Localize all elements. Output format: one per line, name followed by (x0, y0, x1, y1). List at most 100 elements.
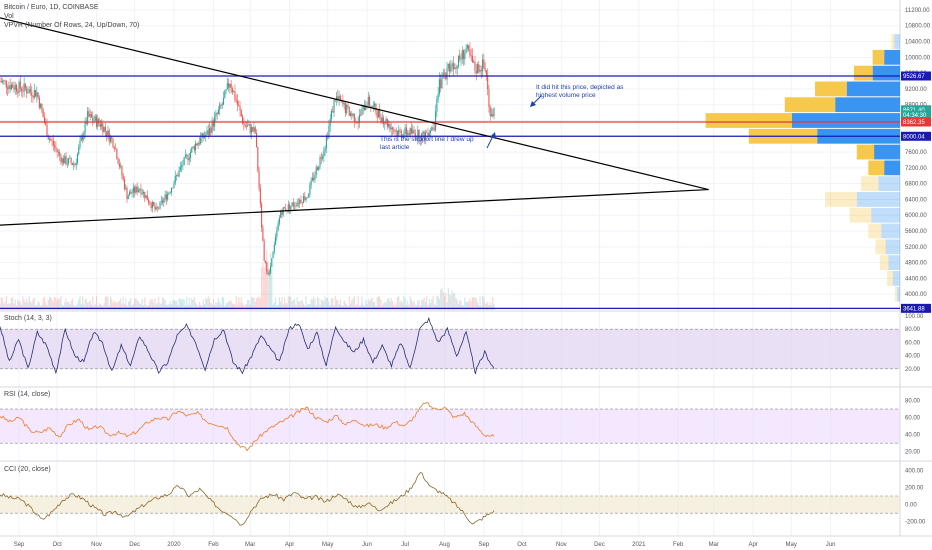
candle-body (409, 128, 411, 135)
candle-body (370, 105, 372, 108)
trendlines[interactable] (0, 17, 709, 226)
price-tick-label: 7200.00 (905, 166, 927, 172)
candle-body (400, 130, 402, 137)
candle-body (10, 84, 12, 90)
candle-body (215, 113, 217, 117)
volume-bar (287, 296, 289, 310)
volume-bar (189, 305, 192, 310)
candle-body (399, 130, 401, 131)
rsi-legend[interactable]: RSI (14, close) (4, 391, 51, 398)
candle-body (165, 194, 167, 200)
candle-body (484, 67, 486, 71)
volume-bar (427, 304, 429, 310)
price-tick-label: 6000.00 (905, 213, 927, 219)
candlesticks (0, 42, 495, 277)
volume-bar (98, 302, 100, 310)
volume-bar (70, 300, 72, 310)
volume-bar (186, 296, 188, 310)
volume-bar (294, 298, 296, 310)
volume-bar (150, 299, 152, 310)
volume-bar (196, 304, 198, 310)
volume-bar (113, 300, 115, 310)
candle-body (314, 175, 316, 180)
candle-body (135, 186, 137, 193)
volume-bar (52, 301, 54, 310)
vp-row-down (825, 192, 857, 207)
volume-bar (336, 299, 338, 310)
volume-bar (379, 296, 381, 310)
candle-body (290, 205, 292, 210)
candle-body (68, 158, 70, 164)
volume-bar (175, 300, 178, 310)
volume-bar (395, 304, 397, 310)
candle-body (160, 200, 162, 202)
candle-body (333, 99, 335, 113)
vp-row-up (894, 34, 900, 49)
candle-body (106, 131, 108, 137)
volume-bar (87, 302, 89, 310)
volume-bar (386, 299, 388, 310)
candle-body (253, 127, 255, 132)
candle-body (349, 113, 352, 116)
indicator-tick-label: 20.00 (905, 367, 921, 373)
candle-body (422, 131, 424, 134)
volume-bar (48, 296, 51, 310)
volume-bar (394, 302, 396, 310)
candle-body (153, 201, 155, 206)
candle-body (172, 188, 174, 189)
candle-body (394, 130, 396, 132)
candle-body (145, 195, 147, 199)
candle-body (88, 111, 90, 117)
candle-body (26, 88, 28, 94)
volume-bar (334, 296, 336, 310)
candle-body (417, 130, 419, 139)
volume-bar (319, 304, 321, 310)
volume-bar (132, 303, 134, 310)
candle-body (163, 198, 165, 203)
candle-body (446, 67, 448, 80)
volume-bar (268, 267, 270, 310)
candle-body (269, 266, 272, 274)
candle-body (93, 120, 95, 122)
volume-bar (324, 296, 326, 310)
stoch-legend[interactable]: Stoch (14, 3, 3) (4, 315, 52, 322)
volume-bar (478, 305, 480, 310)
candle-body (234, 91, 236, 100)
volume-bar (388, 297, 390, 310)
candle-body (310, 180, 312, 185)
time-axis[interactable]: Sep Oct Nov Dec 2020 Feb Mar Apr May Jun Jul Aug Sep… (14, 542, 836, 548)
candle-body (23, 83, 25, 92)
candle-body (103, 127, 105, 133)
annotation-top-line2: highest volume price (536, 92, 596, 99)
vp-row-up (846, 81, 900, 97)
volume-bar (454, 293, 456, 310)
volume-bar (230, 300, 232, 310)
annotation-bottom-line1: This is the support line I drew up (380, 136, 474, 143)
volume-bar (18, 301, 20, 310)
indicator-tick-label: 60.00 (905, 416, 921, 422)
volume-bar (245, 304, 247, 310)
volume-bar (183, 299, 185, 310)
candle-body (28, 89, 30, 94)
time-tick-label: Apr (748, 542, 757, 548)
candle-body (220, 104, 222, 106)
price-axis[interactable]: 4000.00 4400.00 4800.00 5200.00 5600.00 6000.… (901, 8, 931, 526)
annotations[interactable]: It did hit this price, depicted as highe… (380, 84, 624, 151)
main-legend[interactable]: Bitcoin / Euro, 1D, COINBASE Vol VPVR (N… (4, 3, 139, 30)
volume-bar (47, 299, 49, 310)
indicator-tick-label: 20.00 (905, 450, 921, 456)
candle-body (342, 100, 344, 105)
vp-row-up (897, 286, 900, 302)
candle-body (440, 79, 442, 89)
horizontal-lines[interactable] (0, 75, 900, 309)
candle-body (69, 158, 71, 159)
volume-bar (206, 298, 208, 310)
candle-body (233, 91, 235, 93)
cci-legend[interactable]: CCI (20, close) (4, 466, 51, 473)
candle-body (470, 55, 472, 57)
volume-bar (485, 304, 487, 310)
candle-body (334, 99, 336, 101)
candle-body (295, 205, 297, 207)
volume-bar (435, 304, 437, 310)
